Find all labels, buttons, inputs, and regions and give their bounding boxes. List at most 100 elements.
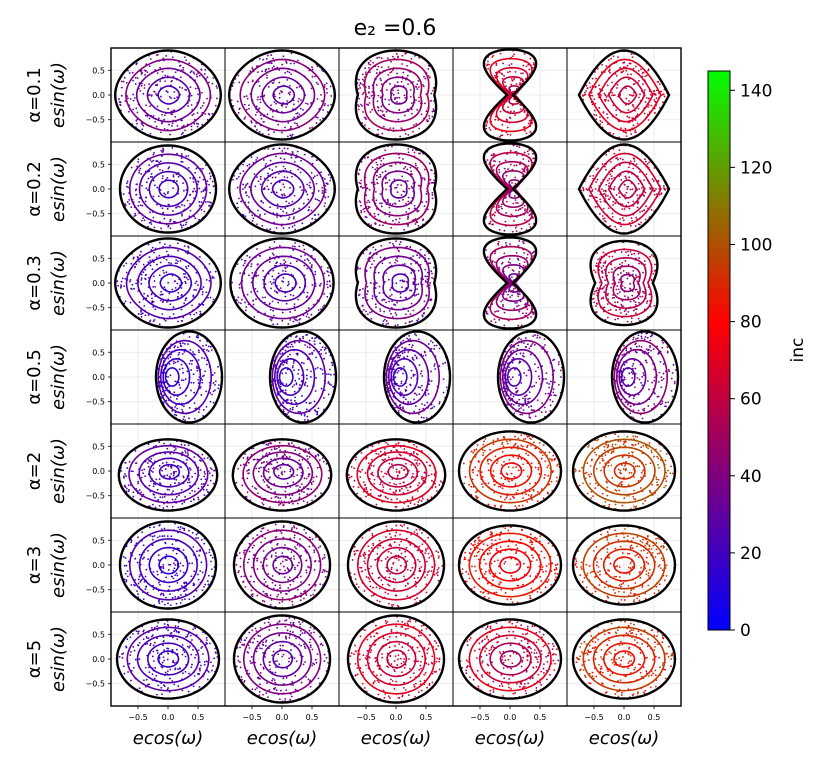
scatter-point bbox=[394, 346, 397, 349]
scatter-point bbox=[161, 155, 163, 158]
scatter-point bbox=[175, 404, 178, 406]
scatter-point bbox=[327, 381, 330, 383]
panel-r2-c2 bbox=[338, 235, 454, 331]
scatter-point bbox=[411, 149, 414, 151]
scatter-point bbox=[649, 255, 651, 258]
scatter-point bbox=[168, 363, 171, 365]
scatter-point bbox=[189, 86, 192, 89]
scatter-point bbox=[603, 269, 606, 271]
scatter-point bbox=[126, 182, 128, 185]
scatter-point bbox=[167, 253, 170, 256]
scatter-point bbox=[432, 109, 435, 112]
scatter-point bbox=[409, 401, 412, 404]
scatter-point bbox=[122, 193, 125, 196]
scatter-point bbox=[655, 97, 658, 100]
scatter-point bbox=[158, 323, 161, 326]
scatter-point bbox=[311, 126, 314, 129]
scatter-point bbox=[140, 279, 143, 281]
scatter-point bbox=[634, 119, 637, 121]
scatter-point bbox=[311, 162, 314, 165]
scatter-point bbox=[385, 110, 388, 113]
orbit-curve bbox=[391, 273, 410, 293]
orbit-curve bbox=[271, 179, 295, 199]
scatter-point bbox=[398, 250, 400, 253]
scatter-point bbox=[374, 168, 377, 171]
scatter-point bbox=[311, 264, 313, 266]
scatter-point bbox=[283, 147, 286, 150]
scatter-point bbox=[169, 227, 172, 230]
scatter-point bbox=[270, 104, 272, 107]
scatter-point bbox=[286, 176, 289, 179]
scatter-point bbox=[386, 198, 389, 201]
scatter-point bbox=[313, 340, 316, 343]
scatter-point bbox=[149, 176, 152, 178]
scatter-point bbox=[291, 200, 294, 203]
scatter-point bbox=[382, 125, 385, 128]
scatter-point bbox=[165, 258, 168, 261]
boundary-curve bbox=[482, 142, 538, 236]
scatter-point bbox=[399, 279, 402, 282]
scatter-point bbox=[526, 257, 528, 259]
scatter-point bbox=[525, 65, 528, 68]
scatter-point bbox=[413, 410, 415, 413]
scatter-point bbox=[167, 375, 169, 378]
scatter-point bbox=[185, 276, 188, 279]
scatter-point bbox=[506, 71, 509, 74]
scatter-point bbox=[310, 87, 313, 90]
scatter-point bbox=[405, 52, 408, 55]
scatter-point bbox=[532, 313, 535, 316]
scatter-point bbox=[202, 345, 204, 347]
scatter-point bbox=[410, 170, 412, 173]
scatter-point bbox=[531, 252, 534, 254]
scatter-point bbox=[505, 291, 508, 293]
scatter-point bbox=[375, 72, 378, 74]
scatter-point bbox=[143, 84, 146, 86]
scatter-point bbox=[209, 400, 212, 403]
scatter-point bbox=[636, 280, 639, 283]
scatter-point bbox=[519, 79, 522, 82]
scatter-point bbox=[418, 364, 421, 367]
scatter-point bbox=[127, 69, 129, 72]
scatter-point bbox=[197, 284, 199, 287]
scatter-point bbox=[139, 204, 142, 207]
scatter-point bbox=[248, 274, 250, 277]
scatter-point bbox=[190, 104, 193, 106]
orbit-curve bbox=[390, 85, 408, 105]
scatter-point bbox=[286, 362, 288, 365]
scatter-point bbox=[649, 93, 652, 96]
scatter-point bbox=[358, 105, 360, 108]
scatter-point bbox=[398, 221, 400, 224]
scatter-point bbox=[204, 113, 207, 115]
scatter-point bbox=[285, 361, 287, 364]
scatter-point bbox=[270, 54, 273, 56]
scatter-point bbox=[595, 305, 597, 307]
scatter-point bbox=[297, 368, 300, 371]
scatter-point bbox=[322, 305, 324, 308]
scatter-point bbox=[370, 158, 373, 161]
scatter-point bbox=[140, 309, 142, 312]
scatter-point bbox=[187, 265, 190, 267]
scatter-point bbox=[497, 209, 500, 211]
scatter-point bbox=[517, 295, 520, 298]
scatter-point bbox=[171, 288, 174, 291]
orbit-curve bbox=[125, 58, 212, 132]
scatter-point bbox=[630, 217, 633, 220]
scatter-point bbox=[214, 104, 217, 107]
scatter-point bbox=[290, 73, 293, 75]
scatter-point bbox=[274, 176, 277, 179]
scatter-point bbox=[293, 116, 296, 119]
orbit-curve bbox=[364, 246, 431, 320]
scatter-point bbox=[149, 264, 152, 267]
scatter-point bbox=[416, 166, 419, 169]
scatter-point bbox=[183, 405, 185, 408]
scatter-point bbox=[168, 95, 171, 98]
scatter-point bbox=[184, 88, 187, 91]
scatter-point bbox=[403, 365, 405, 368]
scatter-point bbox=[187, 343, 189, 345]
scatter-point bbox=[283, 186, 286, 188]
scatter-point bbox=[206, 97, 208, 100]
scatter-point bbox=[153, 90, 156, 93]
scatter-point bbox=[214, 389, 216, 392]
scatter-point bbox=[624, 295, 626, 298]
scatter-point bbox=[407, 83, 409, 86]
